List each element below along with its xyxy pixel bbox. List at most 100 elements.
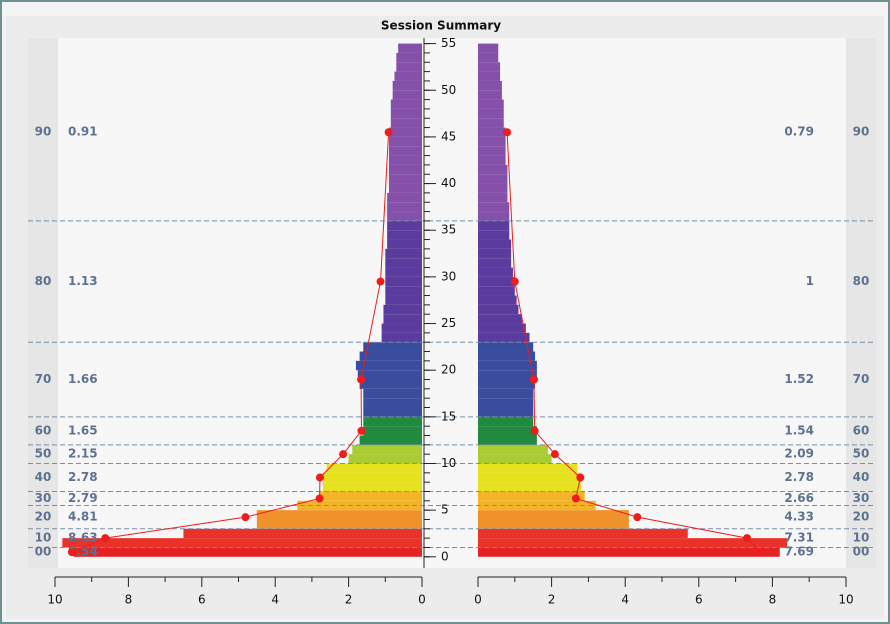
- band-value-right: 2.78: [784, 470, 814, 484]
- bar-right: [478, 388, 534, 399]
- bar-right: [478, 444, 548, 455]
- bar-left: [322, 482, 422, 492]
- bar-right: [478, 370, 537, 380]
- bar-right: [478, 136, 506, 147]
- band-value-right: 2.66: [784, 491, 814, 505]
- bar-left: [363, 416, 422, 427]
- band-value-right: 1.52: [784, 372, 814, 386]
- avg-line-left: [71, 132, 390, 553]
- bar-right: [478, 416, 534, 427]
- band-label-right: 20: [853, 510, 870, 524]
- band-label-right: 30: [853, 491, 870, 505]
- band-label-left: 40: [35, 470, 52, 484]
- bar-right: [478, 174, 508, 184]
- bar-left: [390, 99, 422, 109]
- bar-left: [256, 510, 422, 520]
- bar-right: [478, 118, 504, 128]
- avg-dot-right: [743, 534, 752, 543]
- y-tick-label: 0: [441, 549, 449, 563]
- band-value-left: 9.54: [68, 545, 98, 559]
- band-value-right: 4.33: [784, 510, 814, 524]
- band-label-left: 80: [35, 274, 52, 288]
- bar-right: [478, 71, 501, 81]
- bar-left: [385, 276, 422, 287]
- bar-right: [478, 510, 629, 520]
- bar-right: [478, 267, 513, 277]
- bar-left: [387, 202, 422, 212]
- bar-left: [348, 454, 422, 464]
- bar-left: [387, 220, 422, 231]
- avg-dot-right: [550, 450, 559, 459]
- bar-right: [478, 230, 510, 240]
- bar-right: [478, 519, 629, 529]
- y-tick-label: 50: [441, 83, 456, 97]
- bar-right: [478, 407, 534, 417]
- bar-right: [478, 211, 510, 221]
- band-label-right: 10: [853, 531, 870, 545]
- bar-right: [478, 454, 552, 464]
- bar-left: [326, 463, 422, 473]
- band-label-left: 10: [35, 531, 52, 545]
- band-value-left: 2.79: [68, 491, 98, 505]
- bar-left: [385, 248, 422, 259]
- bar-right: [478, 164, 508, 175]
- x-tick-label-right: 2: [548, 593, 556, 607]
- avg-dot-right: [530, 426, 539, 435]
- y-tick-label: 5: [441, 503, 449, 517]
- bar-left: [355, 360, 422, 371]
- bar-left: [385, 295, 422, 305]
- bar-left: [387, 239, 422, 249]
- bar-left: [363, 426, 422, 436]
- bar-right: [478, 323, 526, 333]
- avg-dot-right: [510, 277, 519, 286]
- bar-right: [478, 351, 536, 361]
- avg-dot-right: [529, 375, 538, 384]
- bar-left: [394, 71, 422, 81]
- bar-left: [392, 90, 422, 100]
- band-label-right: 50: [853, 447, 870, 461]
- bar-right: [478, 538, 788, 548]
- band-value-right: 1.54: [784, 423, 814, 437]
- avg-line-right: [506, 132, 762, 553]
- y-tick-label: 25: [441, 316, 456, 330]
- x-tick-label-left: 8: [125, 593, 133, 607]
- avg-dot-right: [576, 473, 585, 482]
- x-tick-label-right: 6: [695, 593, 703, 607]
- bar-right: [478, 99, 504, 109]
- bar-left: [183, 528, 422, 539]
- y-tick-label: 55: [441, 36, 456, 50]
- bar-right: [478, 192, 508, 203]
- band-value-right: 0.79: [784, 125, 814, 139]
- band-value-right: 7.69: [784, 545, 814, 559]
- bar-right: [478, 304, 519, 315]
- bar-right: [478, 482, 582, 492]
- bar-left: [352, 444, 422, 455]
- band-value-right: 7.31: [784, 531, 814, 545]
- y-tick-label: 10: [441, 456, 456, 470]
- bar-left: [383, 314, 422, 324]
- band-label-left: 70: [35, 372, 52, 386]
- bar-left: [385, 258, 422, 268]
- band-label-left: 60: [35, 423, 52, 437]
- y-tick-label: 40: [441, 176, 456, 190]
- bar-right: [478, 80, 502, 91]
- plot-area: [28, 38, 876, 568]
- x-tick-label-left: 6: [198, 593, 206, 607]
- bar-right: [478, 342, 534, 352]
- bar-right: [478, 426, 537, 436]
- bar-left: [73, 547, 422, 557]
- bar-right: [478, 52, 499, 63]
- bar-left: [256, 519, 422, 529]
- bar-left: [381, 323, 422, 333]
- y-tick-label: 35: [441, 223, 456, 237]
- bar-left: [383, 304, 422, 315]
- x-tick-label-left: 10: [47, 593, 62, 607]
- x-tick-label-right: 0: [474, 593, 482, 607]
- bar-left: [319, 491, 422, 501]
- bar-right: [478, 360, 537, 371]
- band-value-left: 0.91: [68, 125, 98, 139]
- bar-right: [478, 183, 508, 193]
- bar-left: [388, 155, 422, 165]
- band-value-left: 4.81: [68, 510, 98, 524]
